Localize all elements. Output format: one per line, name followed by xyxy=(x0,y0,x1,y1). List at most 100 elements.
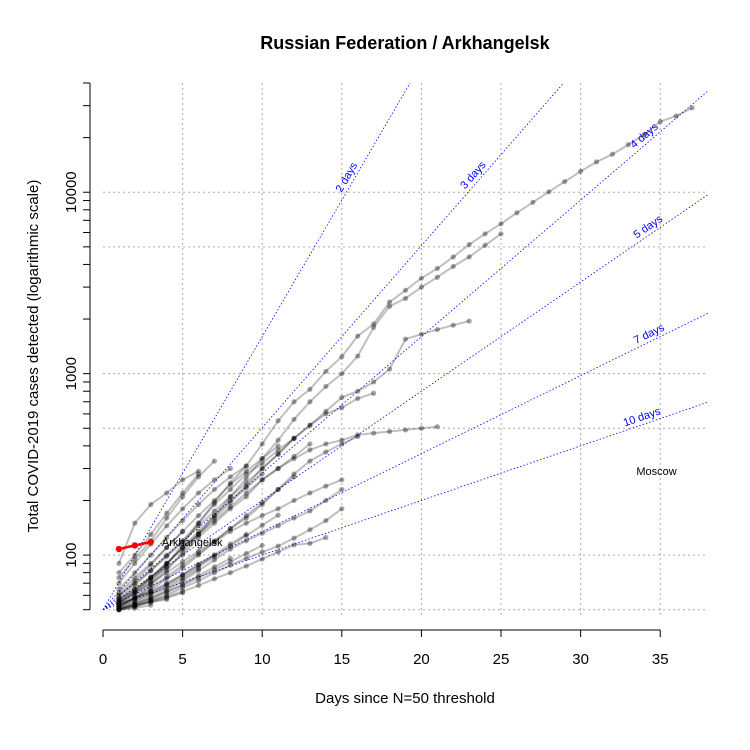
series-point xyxy=(148,574,154,580)
series-point xyxy=(132,602,138,608)
series-point xyxy=(386,428,393,435)
series-point xyxy=(180,477,186,483)
series-point xyxy=(498,221,504,227)
series-line xyxy=(118,604,151,611)
series-line xyxy=(118,476,295,607)
series-point xyxy=(164,560,170,566)
series-point xyxy=(116,592,122,598)
series-point xyxy=(562,178,568,185)
series-point xyxy=(195,501,202,508)
series-point xyxy=(180,572,186,578)
series-point xyxy=(307,441,313,447)
series-point xyxy=(132,596,138,602)
highlight-point xyxy=(131,542,139,549)
series-point xyxy=(132,602,138,608)
series-point xyxy=(164,568,170,574)
series-point xyxy=(116,601,122,607)
series-point xyxy=(355,432,361,438)
series-point xyxy=(180,562,186,568)
series-point xyxy=(243,533,249,539)
series-point xyxy=(180,578,186,584)
series-point xyxy=(641,131,647,138)
series-point xyxy=(148,588,154,595)
series-point xyxy=(498,231,504,237)
series-point xyxy=(211,497,218,504)
series-point xyxy=(291,456,297,462)
series-point xyxy=(275,465,281,472)
series-line xyxy=(118,435,359,602)
series-point xyxy=(132,587,138,593)
series-point xyxy=(116,596,122,602)
series-line xyxy=(118,557,231,610)
series-point xyxy=(259,477,265,483)
series-line xyxy=(118,467,231,584)
series-point xyxy=(418,275,425,281)
series-point xyxy=(211,508,218,514)
series-point xyxy=(243,550,249,557)
series-point xyxy=(371,324,377,330)
series-point xyxy=(211,564,218,570)
series-point xyxy=(291,453,297,459)
series-point xyxy=(148,598,154,604)
series-line xyxy=(118,392,375,597)
series-point xyxy=(132,590,138,596)
series-point xyxy=(259,465,265,472)
annotation-label: Arkhangelsk xyxy=(162,537,223,549)
series-line xyxy=(118,591,183,611)
series-point xyxy=(164,596,170,602)
series-point xyxy=(386,366,393,372)
series-point xyxy=(530,199,536,205)
series-point xyxy=(132,570,138,576)
series-point xyxy=(148,575,154,581)
series-point xyxy=(148,592,154,598)
series-point xyxy=(625,142,631,148)
series-point xyxy=(482,231,488,237)
series-point xyxy=(339,486,345,493)
series-point xyxy=(195,513,202,519)
series-point xyxy=(307,527,313,533)
series-point xyxy=(323,534,329,541)
series-point xyxy=(180,590,186,596)
series-point xyxy=(164,576,170,582)
series-point xyxy=(116,607,122,613)
series-point xyxy=(195,531,202,538)
series-point xyxy=(116,598,122,604)
series-point xyxy=(180,541,186,547)
series-point xyxy=(195,552,202,558)
series-point xyxy=(164,595,170,601)
series-point xyxy=(243,538,249,544)
series-point xyxy=(180,528,186,535)
series-point xyxy=(259,513,265,519)
doubling-guide-label: 3 days xyxy=(458,159,489,192)
series-point xyxy=(307,399,313,405)
series-point xyxy=(195,520,202,526)
series-point xyxy=(689,105,695,111)
series-point xyxy=(116,560,122,566)
series-point xyxy=(466,241,472,248)
series-point xyxy=(116,575,122,581)
series-point xyxy=(148,575,154,581)
series-point xyxy=(116,599,122,605)
y-axis-label: Total COVID-2019 cases detected (logarit… xyxy=(25,180,42,533)
series-line xyxy=(118,437,295,599)
series-point xyxy=(402,295,409,301)
series-point xyxy=(132,604,138,610)
annotation-label: Moscow xyxy=(636,466,676,478)
series-point xyxy=(180,544,186,551)
series-point xyxy=(243,480,249,486)
series-point xyxy=(657,119,663,125)
series-point xyxy=(116,570,122,576)
series-point xyxy=(227,504,233,510)
series-point xyxy=(132,590,138,596)
series-point xyxy=(609,151,616,157)
series-point xyxy=(180,576,186,582)
series-point xyxy=(418,284,425,290)
series-point xyxy=(402,336,409,342)
series-line xyxy=(118,536,327,610)
series-point xyxy=(243,485,249,491)
series-point xyxy=(227,506,233,512)
series-point xyxy=(195,582,202,589)
series-point xyxy=(275,512,281,518)
series-point xyxy=(148,587,154,593)
series-point xyxy=(355,353,361,359)
